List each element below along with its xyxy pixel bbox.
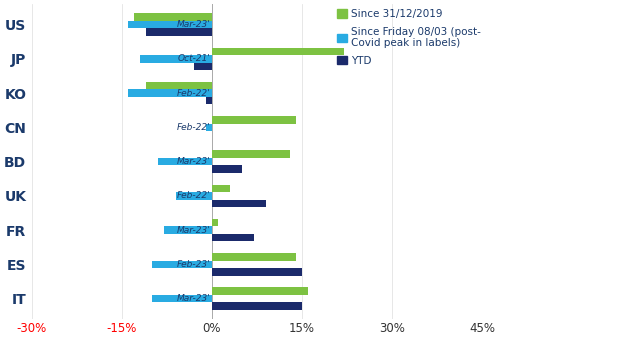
- Bar: [176, 192, 212, 200]
- Bar: [146, 28, 212, 36]
- Bar: [158, 158, 212, 165]
- Bar: [152, 261, 212, 268]
- Text: Mar-23': Mar-23': [177, 294, 210, 303]
- Text: Mar-23': Mar-23': [177, 20, 210, 29]
- Bar: [194, 63, 212, 70]
- Bar: [140, 55, 212, 63]
- Bar: [212, 116, 296, 124]
- Text: Mar-23': Mar-23': [177, 157, 210, 166]
- Bar: [134, 14, 212, 21]
- Bar: [212, 268, 302, 276]
- Bar: [206, 124, 212, 131]
- Bar: [212, 150, 290, 158]
- Bar: [164, 226, 212, 234]
- Bar: [212, 48, 344, 55]
- Text: Feb-23': Feb-23': [177, 260, 210, 269]
- Bar: [128, 89, 212, 97]
- Bar: [128, 21, 212, 28]
- Legend: Since 31/12/2019, Since Friday 08/03 (post-
Covid peak in labels), YTD: Since 31/12/2019, Since Friday 08/03 (po…: [337, 9, 481, 65]
- Text: Feb-22': Feb-22': [177, 191, 210, 200]
- Bar: [212, 302, 302, 310]
- Bar: [212, 219, 218, 226]
- Text: Feb-22': Feb-22': [177, 123, 210, 132]
- Bar: [212, 165, 242, 173]
- Bar: [146, 82, 212, 89]
- Bar: [206, 97, 212, 104]
- Text: Oct-21': Oct-21': [177, 55, 210, 63]
- Bar: [212, 200, 266, 207]
- Bar: [152, 295, 212, 302]
- Bar: [212, 287, 308, 295]
- Bar: [212, 253, 296, 261]
- Bar: [212, 234, 254, 241]
- Text: Mar-23': Mar-23': [177, 225, 210, 235]
- Bar: [212, 184, 230, 192]
- Text: Feb-22': Feb-22': [177, 89, 210, 98]
